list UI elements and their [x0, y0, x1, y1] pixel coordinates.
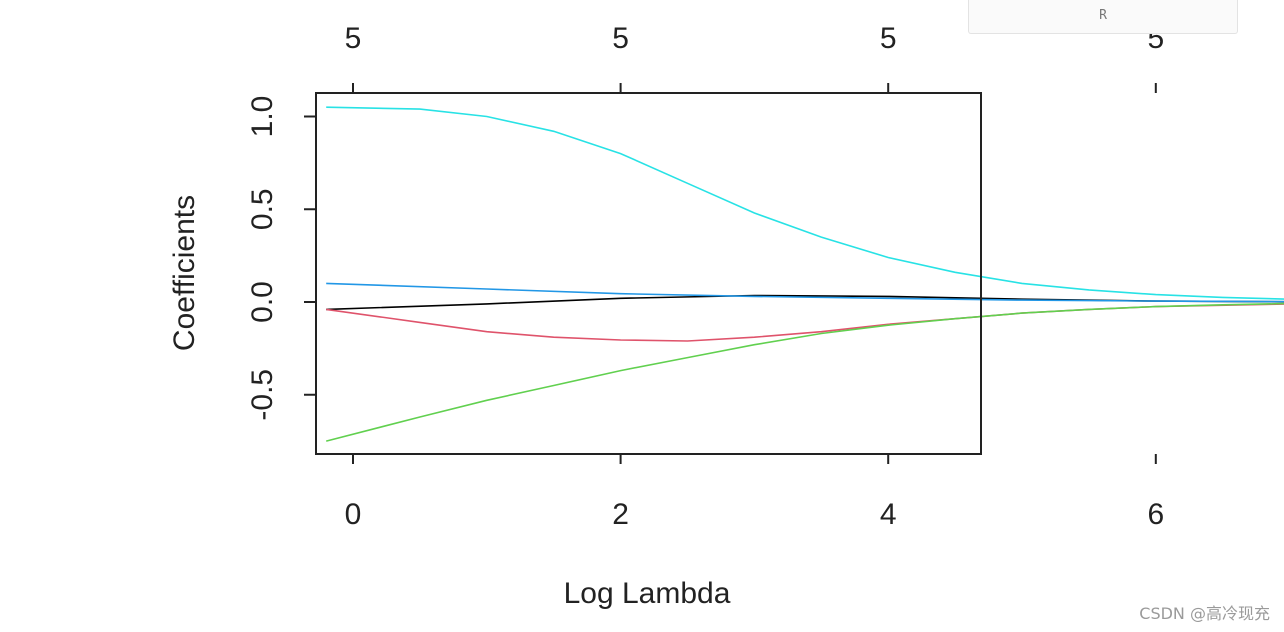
top-tick-label: 5 [880, 22, 897, 55]
x-tick-label: 4 [880, 498, 897, 531]
y-tick-label: -0.5 [246, 369, 279, 421]
y-tick-label: 0.0 [246, 281, 279, 323]
top-tick-label: 5 [612, 22, 629, 55]
top-tick-label: 5 [345, 22, 362, 55]
y-tick-label: 0.5 [246, 188, 279, 230]
x-axis-label: Log Lambda [564, 577, 731, 610]
y-axis-label: Coefficients [168, 195, 201, 351]
plot-lines [326, 106, 1284, 442]
y-tick-label: 1.0 [246, 96, 279, 138]
x-tick-label: 2 [612, 498, 629, 531]
coefficient-path-1 [326, 294, 1284, 311]
x-tick-label: 6 [1147, 498, 1164, 531]
plot-frame [315, 92, 982, 455]
watermark: CSDN @高冷现充 [1139, 604, 1270, 623]
coefficient-path-5 [326, 106, 1284, 300]
code-language-badge: R [968, 0, 1238, 34]
top-axis: 55555 [345, 22, 1164, 93]
x-tick-label: 0 [345, 498, 362, 531]
coefficient-path-3 [326, 302, 1284, 442]
y-axis: -0.5 0.0 0.5 1.0 [246, 96, 316, 421]
x-axis: 02468 [345, 454, 1164, 531]
coefficient-path-4 [326, 282, 1284, 303]
